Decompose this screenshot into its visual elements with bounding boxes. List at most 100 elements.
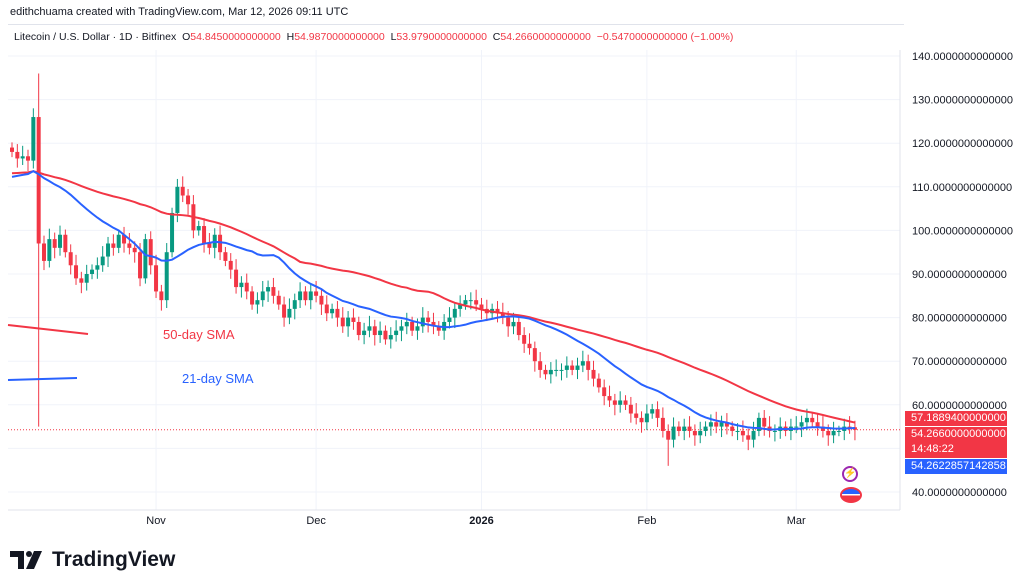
candle — [170, 207, 175, 258]
candle-body — [36, 117, 41, 244]
candle-body — [527, 343, 532, 349]
us-flag-events-icon[interactable] — [840, 487, 862, 503]
candle — [68, 244, 73, 275]
candle — [548, 362, 553, 384]
candle-body — [831, 430, 836, 436]
candle — [266, 280, 271, 302]
close-value: 54.2660000000000 — [500, 31, 591, 43]
candle — [799, 415, 804, 438]
candle-body — [799, 422, 804, 427]
candle-body — [724, 422, 729, 427]
candle — [362, 322, 367, 345]
candle-body — [314, 291, 319, 296]
candle-body — [63, 234, 68, 253]
candle — [682, 418, 687, 441]
candle-body — [15, 151, 20, 159]
bar-countdown: 14:48:22 — [911, 443, 954, 455]
candle — [746, 428, 751, 451]
candle — [298, 282, 303, 309]
candle — [756, 412, 761, 437]
candle-body — [100, 256, 105, 266]
candle — [346, 311, 351, 337]
candle-body — [447, 317, 452, 322]
candle — [394, 320, 399, 342]
candle-body — [223, 252, 228, 261]
lightning-icon[interactable]: ⚡ — [842, 466, 858, 482]
candle — [36, 73, 41, 427]
candle-body — [559, 369, 564, 371]
sma50-legend-line — [7, 324, 89, 335]
candle-body — [426, 317, 431, 322]
candle-body — [634, 413, 639, 418]
candle — [751, 421, 756, 448]
candle-body — [554, 369, 559, 371]
high-value: 54.9870000000000 — [294, 31, 385, 43]
candle-body — [639, 417, 644, 423]
candle-body — [79, 278, 84, 283]
candle-body — [340, 317, 345, 327]
candle — [143, 233, 148, 284]
candle-body — [276, 295, 281, 305]
candle-body — [644, 413, 649, 423]
candle — [47, 228, 52, 268]
candle — [559, 363, 564, 381]
candle-body — [175, 186, 180, 213]
candle — [532, 341, 537, 372]
candle — [815, 414, 820, 436]
candle — [655, 401, 660, 428]
candle-body — [708, 422, 713, 427]
candle-body — [122, 234, 127, 244]
candle — [719, 415, 724, 438]
y-tick-label: 80.0000000000000 — [912, 313, 1007, 325]
candle — [271, 277, 276, 304]
candle-body — [180, 186, 185, 196]
candle — [10, 142, 14, 158]
candle — [308, 283, 313, 310]
candle — [724, 413, 729, 435]
candle — [314, 280, 319, 303]
candle-body — [26, 156, 31, 161]
candle-body — [159, 291, 164, 301]
candle-body — [506, 317, 511, 327]
candle — [42, 235, 47, 271]
sma21-legend-line — [7, 377, 78, 381]
symbol-name[interactable]: Litecoin / U.S. Dollar · 1D · Bitfinex — [14, 31, 177, 43]
low-label: L — [390, 31, 397, 43]
candle-body — [74, 265, 79, 279]
tradingview-logo[interactable]: TradingView — [10, 548, 175, 572]
y-tick-label: 120.0000000000000 — [912, 138, 1013, 150]
candle-body — [95, 265, 100, 270]
candle-body — [287, 308, 292, 318]
candle-body — [271, 287, 276, 296]
candle-body — [826, 430, 831, 436]
candle-body — [719, 422, 724, 427]
x-tick-label: Nov — [146, 515, 166, 527]
open-value: 54.8450000000000 — [190, 31, 281, 43]
open-label: O — [182, 31, 191, 43]
x-tick-label: Feb — [637, 515, 656, 527]
candle-body — [84, 274, 89, 283]
y-tick-label: 40.0000000000000 — [912, 487, 1007, 499]
candle-body — [820, 426, 825, 431]
candle-body — [111, 243, 116, 248]
sma50-line — [11, 170, 856, 424]
candle — [596, 373, 601, 393]
y-tick-label: 140.0000000000000 — [912, 51, 1013, 63]
candle-body — [458, 304, 463, 309]
y-tick-label: 70.0000000000000 — [912, 356, 1007, 368]
candle-body — [596, 378, 601, 388]
candle-body — [356, 321, 361, 336]
candle — [740, 420, 745, 442]
candle-body — [580, 361, 585, 366]
candle — [356, 316, 361, 341]
tradingview-logo-icon — [10, 551, 42, 569]
candle — [522, 327, 527, 353]
candle — [591, 360, 596, 387]
candle-body — [239, 282, 244, 288]
candle — [554, 359, 559, 377]
candle-body — [570, 365, 575, 370]
candle-body — [575, 365, 580, 370]
candle — [660, 407, 665, 438]
candle-body — [335, 308, 340, 318]
